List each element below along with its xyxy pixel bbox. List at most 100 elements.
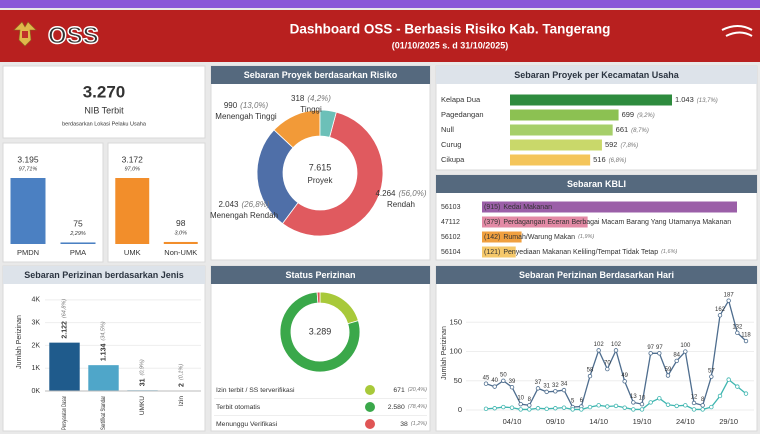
legend-label: Izin terbit / SS terverifikasi: [216, 387, 295, 394]
legend-dot: [365, 419, 375, 429]
panel-header: [436, 175, 757, 193]
header-title: Dashboard OSS - Berbasis Risiko Kab. Tan…: [290, 22, 611, 37]
slice-label: 4.264 (56,0%): [375, 189, 426, 198]
point: [735, 384, 740, 389]
point: [700, 407, 705, 412]
pct-text: (13,7%): [697, 98, 718, 104]
bar-label: 592 (7,8%): [605, 140, 638, 149]
panel-title: Sebaran Proyek berdasarkan Risiko: [244, 70, 398, 80]
kbli-code: 56103: [441, 204, 461, 211]
value-label: 75: [73, 219, 83, 229]
point: [483, 381, 489, 386]
point: [605, 366, 610, 372]
point: [726, 298, 731, 303]
point: [717, 313, 723, 318]
value-label: 2 (0,1%): [178, 364, 185, 387]
kpi-value: 3.270: [83, 82, 126, 101]
bar-label: 1.043 (13,7%): [675, 95, 718, 104]
point: [509, 405, 515, 410]
point: [561, 387, 567, 393]
x-tick-label: 29/10: [719, 417, 738, 426]
bar-label: (121) Penyediaan Makanan Keliling/Tempat …: [484, 249, 677, 256]
value-label: 2.122 (64,8%): [61, 299, 68, 339]
point: [501, 378, 506, 383]
value-text: 31: [139, 378, 146, 386]
y-tick-label: 0K: [31, 388, 40, 395]
legend-dot: [365, 402, 375, 412]
point: [709, 374, 714, 379]
bar: [163, 241, 198, 244]
bar: [49, 342, 80, 391]
point-label: 70: [604, 361, 611, 367]
category-label: UMKU: [139, 396, 146, 415]
pct-text: (0,1%): [179, 364, 185, 380]
bar: [482, 246, 516, 258]
point-label: 118: [741, 333, 751, 339]
y-tick-label: 150: [449, 317, 462, 326]
category-label: Non-UMK: [164, 248, 197, 257]
category-label: Izin: [178, 396, 185, 407]
bar: [510, 94, 672, 106]
point-label: 100: [680, 343, 691, 349]
slice-label: 990 (13,0%): [224, 101, 269, 110]
point: [743, 391, 749, 396]
y-axis-label: Jumlah Perizinan: [16, 315, 23, 369]
bar-label: 516 (6,8%): [593, 155, 626, 164]
slice-name: Menengah Tinggi: [215, 112, 277, 121]
category-label: Sertifikat Standar: [100, 395, 107, 430]
y-tick-label: 100: [449, 347, 462, 356]
donut-slice: [319, 109, 337, 138]
top-strip: [0, 0, 760, 8]
pct-label: 3,0%: [174, 230, 187, 236]
point-label: 57: [708, 368, 715, 374]
kbli-code: 47112: [441, 219, 460, 226]
donut-slice: [279, 291, 361, 373]
point: [631, 400, 636, 405]
point-label: 162: [715, 307, 726, 313]
point-label: 10: [639, 396, 646, 402]
donut-slice: [316, 291, 321, 304]
point: [717, 393, 723, 399]
point: [613, 348, 619, 353]
kbli-code: 56102: [441, 234, 461, 241]
point: [561, 405, 567, 410]
bar: [115, 178, 150, 244]
pct-text: (9,2%): [637, 113, 655, 119]
point-label: 31: [543, 383, 550, 389]
header-bar: [0, 10, 760, 62]
pct-text: (1,9%): [578, 234, 594, 240]
category-label: PMA: [70, 248, 86, 257]
panel-header: [211, 266, 430, 284]
value-text: 1.134: [100, 344, 107, 362]
x-tick-label: 24/10: [676, 417, 695, 426]
point: [570, 407, 575, 412]
bar: [60, 242, 96, 244]
bar: [482, 201, 737, 213]
y-tick-label: 0: [458, 405, 462, 414]
point-label: 12: [691, 395, 698, 401]
point: [691, 400, 697, 406]
point: [553, 406, 558, 411]
panel-header: [3, 266, 205, 284]
kpi-note: berdasarkan Lokasi Pelaku Usaha: [62, 121, 147, 127]
pct-label: 97,71%: [19, 166, 38, 172]
panel-title: Sebaran Perizinan Berdasarkan Hari: [519, 270, 674, 280]
value-text: 516: [593, 155, 606, 164]
garuda-emblem: [13, 21, 37, 47]
point-label: 102: [594, 342, 605, 348]
point: [544, 389, 549, 395]
center-value: 3.289: [309, 326, 332, 336]
point: [657, 351, 662, 356]
point: [596, 403, 601, 408]
value-text: 1.043: [675, 95, 694, 104]
legend-value: 38 (1,2%): [400, 421, 427, 428]
point-label: 39: [509, 379, 516, 385]
point-label: 32: [552, 383, 559, 389]
panel-title: Sebaran Proyek per Kecamatan Usaha: [514, 70, 680, 80]
point: [639, 407, 645, 412]
point-label: 10: [517, 396, 524, 402]
bar: [482, 231, 522, 243]
category-label: UMK: [124, 248, 141, 257]
point-label: 34: [561, 382, 568, 388]
category-label: PMDN: [17, 248, 39, 257]
